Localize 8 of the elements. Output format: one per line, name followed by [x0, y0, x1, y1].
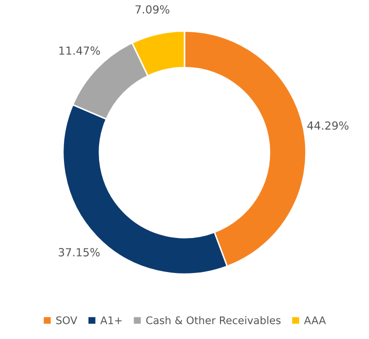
data-label: 11.47% [59, 46, 100, 55]
legend-label: SOV [56, 316, 78, 324]
legend-label: A1+ [100, 316, 122, 324]
legend-label: Cash & Other Receivables [146, 316, 281, 324]
legend-label: AAA [304, 316, 326, 324]
data-label: 44.29% [307, 121, 348, 130]
data-label: 37.15% [58, 248, 100, 256]
data-label: 7.09% [136, 5, 170, 14]
